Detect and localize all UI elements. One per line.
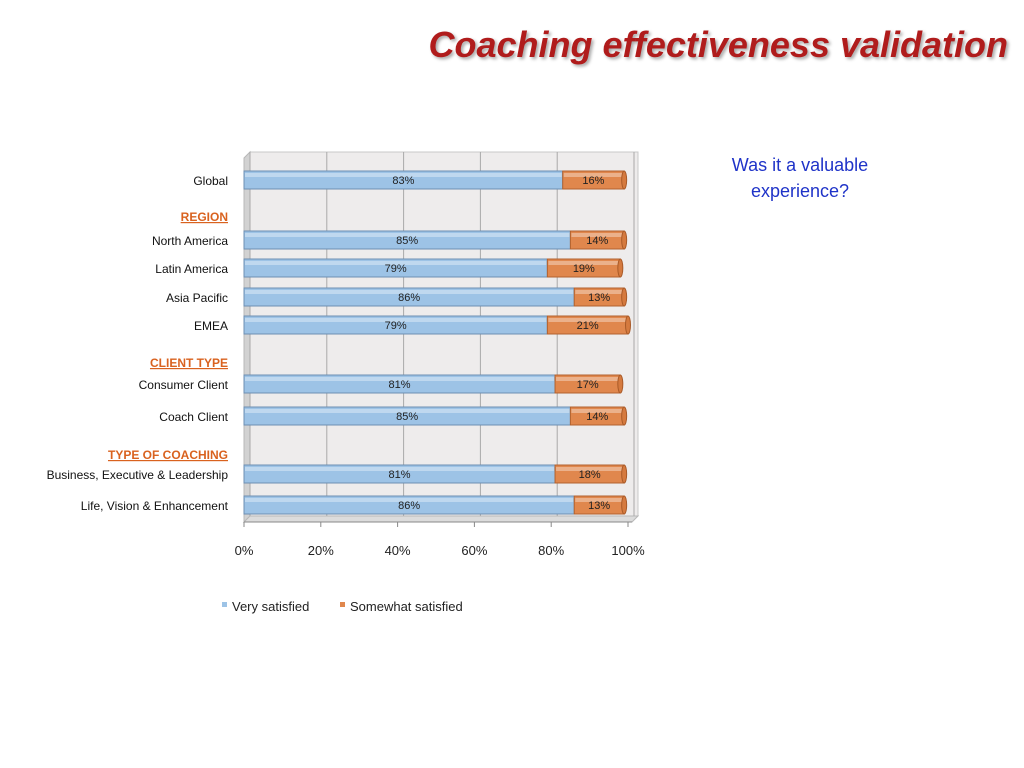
data-label: 14% [586,411,608,423]
data-label: 85% [396,411,418,423]
bar-highlight [245,377,555,381]
legend: Very satisfied Somewhat satisfied [222,599,463,614]
bar-highlight [556,377,620,381]
data-label: 21% [577,320,599,332]
x-tick-label: 80% [538,543,564,558]
plot-floor [242,515,640,523]
bar-end-cap [621,230,628,250]
slide-title: Coaching effectiveness validation [428,24,1008,65]
legend-label: Very satisfied [232,599,309,614]
question-text: Was it a valuable experience? [731,155,869,201]
bar-highlight [245,467,555,471]
bar-highlight [556,467,624,471]
bar-end-cap [625,315,631,335]
data-label: 13% [588,500,610,512]
category-label: Life, Vision & Enhancement [81,499,229,513]
data-label: 17% [577,379,599,391]
plot-area: 0% 20% 40% 60% 80% 100% Global 83% 16% REGION Nort… [47,150,645,558]
data-label: 14% [586,235,608,247]
category-label: North America [152,234,228,248]
section-header: REGION [181,210,228,224]
category-label: Global [193,174,228,188]
bar-highlight [245,318,547,322]
data-label: 18% [579,469,601,481]
x-tick-label: 20% [308,543,334,558]
data-label: 13% [588,292,610,304]
bar-highlight [575,290,624,294]
x-tick-label: 40% [385,543,411,558]
bar-end-cap [617,258,624,278]
section-header: TYPE OF COACHING [108,448,228,462]
category-label: Business, Executive & Leadership [47,468,229,482]
bar-highlight [548,261,620,265]
bar-highlight [245,261,547,265]
bar-end-cap [621,464,628,484]
bar-highlight [548,318,627,322]
bar-highlight [245,233,570,237]
category-label: Consumer Client [139,378,229,392]
data-label: 79% [385,320,407,332]
category-label: Latin America [155,262,228,276]
bar-highlight [571,233,624,237]
bar-end-cap [617,374,624,394]
data-label: 19% [573,263,595,275]
bar-highlight [245,173,562,177]
data-label: 16% [582,175,604,187]
bar-highlight [245,290,574,294]
x-tick-label: 60% [461,543,487,558]
data-label: 85% [396,235,418,247]
legend-label: Somewhat satisfied [350,599,463,614]
category-label: Coach Client [159,410,228,424]
bar-end-cap [621,406,628,426]
legend-swatch [222,602,227,607]
data-label: 81% [389,379,411,391]
category-label: EMEA [194,319,228,333]
section-header: CLIENT TYPE [150,356,228,370]
bar-highlight [575,498,624,502]
bar-highlight [563,173,624,177]
data-label: 79% [385,263,407,275]
bar-end-cap [621,495,628,515]
legend-swatch [340,602,345,607]
data-label: 83% [392,175,414,187]
bar-end-cap [621,287,628,307]
category-label: Asia Pacific [166,291,228,305]
data-label: 86% [398,292,420,304]
bar-highlight [245,409,570,413]
bar-highlight [571,409,624,413]
x-tick-label: 100% [611,543,645,558]
data-label: 86% [398,500,420,512]
data-label: 81% [389,469,411,481]
x-tick-label: 0% [235,543,254,558]
bar-end-cap [621,170,628,190]
bar-highlight [245,498,574,502]
